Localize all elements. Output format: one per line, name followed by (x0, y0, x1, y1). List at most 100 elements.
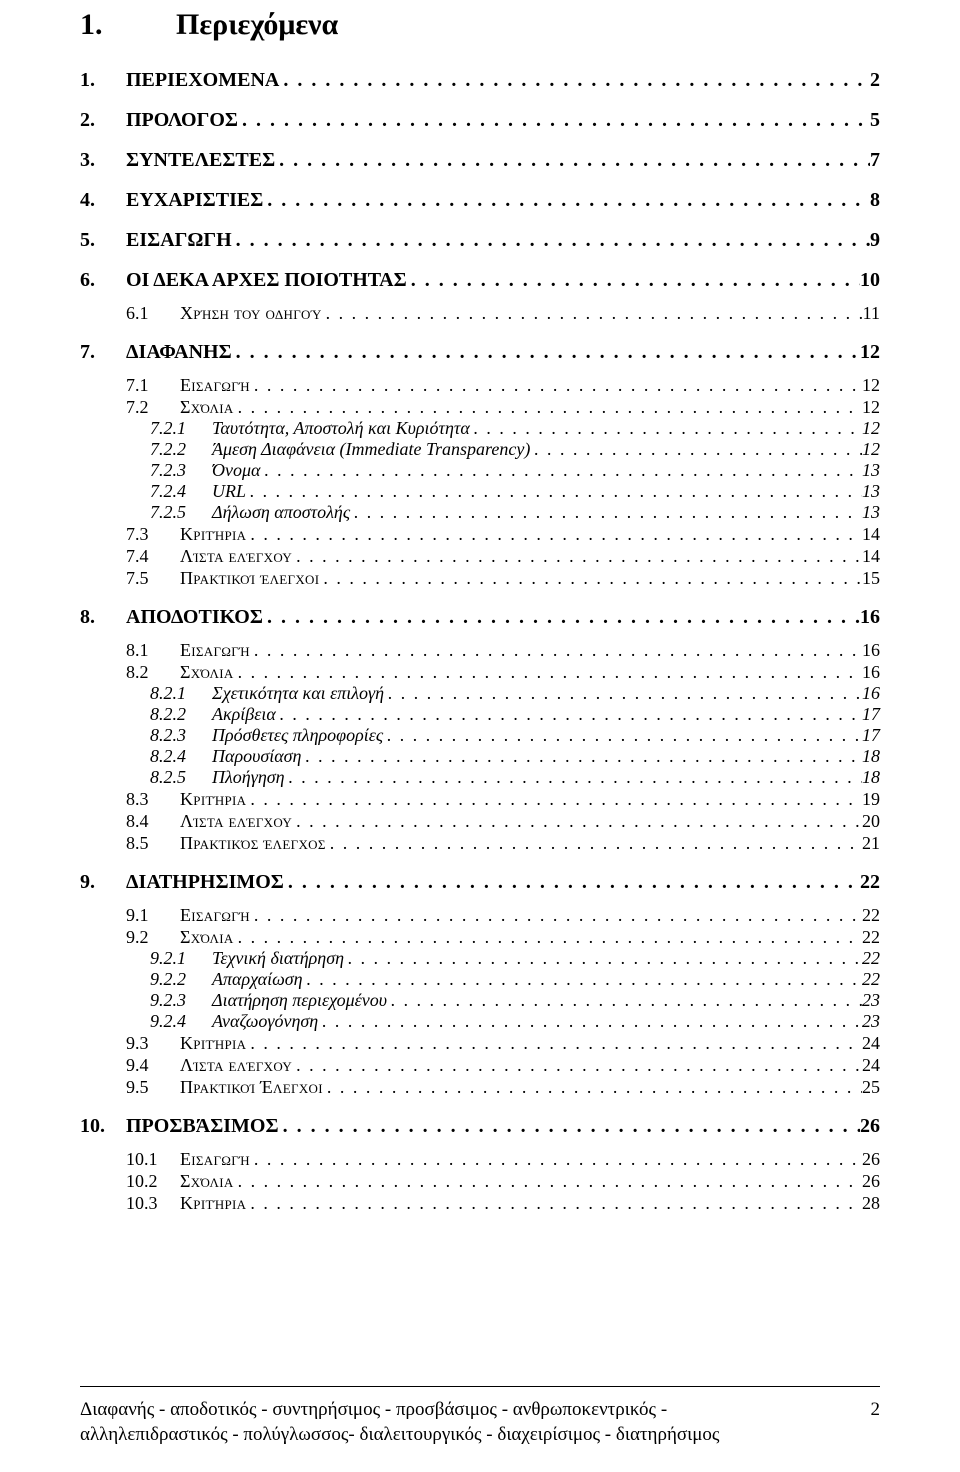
toc-entry-text: Κριτήρια (180, 1033, 246, 1053)
toc-leader-dots: . . . . . . . . . . . . . . . . . . . . … (350, 503, 862, 521)
toc-entry-text: Πρόσθετες πληροφορίες (212, 725, 383, 745)
toc-entry-page: 25 (862, 1078, 880, 1096)
toc-entry-page: 14 (862, 525, 880, 543)
toc-entry-text: Ακρίβεια (212, 704, 276, 724)
toc-entry: 9.2.3Διατήρηση περιεχομένου. . . . . . .… (80, 991, 880, 1009)
toc-leader-dots: . . . . . . . . . . . . . . . . . . . . … (263, 607, 860, 627)
page-heading: 1.Περιεχόμενα (80, 8, 880, 42)
toc-entry-page: 2 (870, 70, 880, 90)
toc-entry-text: Χρήση του οδηγού (180, 303, 322, 323)
footer-page-number: 2 (841, 1397, 881, 1423)
toc-entry: 7.2.4URL. . . . . . . . . . . . . . . . … (80, 482, 880, 500)
toc-leader-dots: . . . . . . . . . . . . . . . . . . . . … (234, 928, 862, 946)
toc-leader-dots: . . . . . . . . . . . . . . . . . . . . … (250, 641, 862, 659)
toc-entry: 3.ΣΥΝΤΕΛΕΣΤΕΣ. . . . . . . . . . . . . .… (80, 150, 880, 170)
toc-entry-label: 4.ΕΥΧΑΡΙΣΤΙΕΣ (80, 190, 263, 210)
toc-leader-dots: . . . . . . . . . . . . . . . . . . . . … (275, 150, 870, 170)
toc-entry-page: 23 (862, 991, 880, 1009)
toc-entry-number: 9. (80, 872, 126, 892)
toc-entry-label: 8.2.3Πρόσθετες πληροφορίες (150, 726, 383, 744)
toc-entry-label: 10.ΠΡΟΣΒΆΣΙΜΟΣ (80, 1116, 279, 1136)
toc-entry-page: 12 (862, 398, 880, 416)
toc-entry-page: 16 (862, 663, 880, 681)
toc-entry-number: 7. (80, 342, 126, 362)
toc-entry-label: 8.2.1Σχετικότητα και επιλογή (150, 684, 384, 702)
toc-entry-label: 9.5Πρακτικοί Έλεγχοι (126, 1078, 323, 1096)
toc-entry-page: 18 (862, 747, 880, 765)
toc-entry: 2.ΠΡΟΛΟΓΟΣ. . . . . . . . . . . . . . . … (80, 110, 880, 130)
toc-entry-page: 12 (862, 419, 880, 437)
toc-entry-label: 7.2.4URL (150, 482, 246, 500)
toc-entry-label: 8.2Σχόλια (126, 663, 234, 681)
toc-entry-text: Λίστα ελέγχου (180, 546, 292, 566)
toc-entry: 1.ΠΕΡΙΕΧΟΜΕΝΑ. . . . . . . . . . . . . .… (80, 70, 880, 90)
toc-entry-page: 5 (870, 110, 880, 130)
toc-entry-label: 1.ΠΕΡΙΕΧΟΜΕΝΑ (80, 70, 279, 90)
toc-entry: 7.2.3Όνομα. . . . . . . . . . . . . . . … (80, 461, 880, 479)
toc-entry-number: 3. (80, 150, 126, 170)
toc-entry-page: 19 (862, 790, 880, 808)
toc-entry-label: 2.ΠΡΟΛΟΓΟΣ (80, 110, 238, 130)
toc-entry-number: 9.2.2 (150, 970, 212, 988)
toc-leader-dots: . . . . . . . . . . . . . . . . . . . . … (301, 747, 862, 765)
toc-entry-text: Εισαγωγή (180, 1149, 250, 1169)
toc-leader-dots: . . . . . . . . . . . . . . . . . . . . … (326, 834, 862, 852)
toc-entry-number: 8.2.2 (150, 705, 212, 723)
toc-entry-page: 21 (862, 834, 880, 852)
toc-entry-page: 22 (862, 949, 880, 967)
toc-entry-label: 9.2.1Τεχνική διατήρηση (150, 949, 344, 967)
toc-entry-page: 16 (862, 641, 880, 659)
toc-entry-label: 7.2.2Άμεση Διαφάνεια (Immediate Transpar… (150, 440, 530, 458)
toc-entry-page: 13 (862, 482, 880, 500)
toc-entry-label: 10.3Κριτήρια (126, 1194, 246, 1212)
toc-entry: 8.2Σχόλια. . . . . . . . . . . . . . . .… (80, 663, 880, 681)
toc-entry-page: 26 (862, 1172, 880, 1190)
toc-entry-label: 9.2.2Απαρχαίωση (150, 970, 303, 988)
toc-entry-page: 13 (862, 461, 880, 479)
toc-entry: 8.2.3Πρόσθετες πληροφορίες. . . . . . . … (80, 726, 880, 744)
toc-entry-number: 8.2.5 (150, 768, 212, 786)
toc-entry-label: 7.5Πρακτικοί έλεγχοι (126, 569, 319, 587)
toc-leader-dots: . . . . . . . . . . . . . . . . . . . . … (246, 525, 862, 543)
toc-leader-dots: . . . . . . . . . . . . . . . . . . . . … (246, 482, 862, 500)
toc-entry-text: ΔΙΑΦΑΝΗΣ (126, 341, 232, 363)
toc-entry-text: Εισαγωγή (180, 905, 250, 925)
toc-entry-text: Πλοήγηση (212, 767, 285, 787)
toc-entry-number: 7.2.1 (150, 419, 212, 437)
toc-leader-dots: . . . . . . . . . . . . . . . . . . . . … (250, 906, 862, 924)
toc-entry-page: 28 (862, 1194, 880, 1212)
toc-entry-text: Απαρχαίωση (212, 969, 303, 989)
toc-entry-number: 8.1 (126, 641, 180, 659)
toc-entry-text: Τεχνική διατήρηση (212, 948, 344, 968)
toc-entry: 10.ΠΡΟΣΒΆΣΙΜΟΣ. . . . . . . . . . . . . … (80, 1116, 880, 1136)
toc-entry: 8.4Λίστα ελέγχου. . . . . . . . . . . . … (80, 812, 880, 830)
toc-entry-page: 22 (862, 928, 880, 946)
toc-entry-label: 9.2Σχόλια (126, 928, 234, 946)
toc-entry-text: Κριτήρια (180, 789, 246, 809)
toc-entry-number: 2. (80, 110, 126, 130)
toc-leader-dots: . . . . . . . . . . . . . . . . . . . . … (246, 790, 862, 808)
toc-entry-number: 9.2 (126, 928, 180, 946)
page-heading-text: Περιεχόμενα (176, 8, 338, 41)
toc-entry: 8.ΑΠΟΔΟΤΙΚΟΣ. . . . . . . . . . . . . . … (80, 607, 880, 627)
toc-entry-label: 8.2.5Πλοήγηση (150, 768, 285, 786)
toc-entry-text: Παρουσίαση (212, 746, 301, 766)
toc-entry-number: 6.1 (126, 304, 180, 322)
toc-entry-text: ΠΕΡΙΕΧΟΜΕΝΑ (126, 69, 279, 91)
toc-entry-page: 12 (862, 376, 880, 394)
toc-leader-dots: . . . . . . . . . . . . . . . . . . . . … (323, 1078, 862, 1096)
toc-entry-number: 10.1 (126, 1150, 180, 1168)
toc-entry: 10.1Εισαγωγή. . . . . . . . . . . . . . … (80, 1150, 880, 1168)
toc-entry-page: 9 (870, 230, 880, 250)
toc-leader-dots: . . . . . . . . . . . . . . . . . . . . … (260, 461, 862, 479)
toc-entry-text: Κριτήρια (180, 1193, 246, 1213)
toc-entry-label: 7.2.1Ταυτότητα, Αποστολή και Κυριότητα (150, 419, 470, 437)
toc-entry-label: 3.ΣΥΝΤΕΛΕΣΤΕΣ (80, 150, 275, 170)
toc-leader-dots: . . . . . . . . . . . . . . . . . . . . … (250, 376, 862, 394)
toc-entry-page: 12 (862, 440, 880, 458)
toc-entry-number: 8.2 (126, 663, 180, 681)
toc-entry: 7.ΔΙΑΦΑΝΗΣ. . . . . . . . . . . . . . . … (80, 342, 880, 362)
toc-leader-dots: . . . . . . . . . . . . . . . . . . . . … (292, 812, 862, 830)
toc-entry-label: 9.4Λίστα ελέγχου (126, 1056, 292, 1074)
toc-entry-number: 7.2.4 (150, 482, 212, 500)
